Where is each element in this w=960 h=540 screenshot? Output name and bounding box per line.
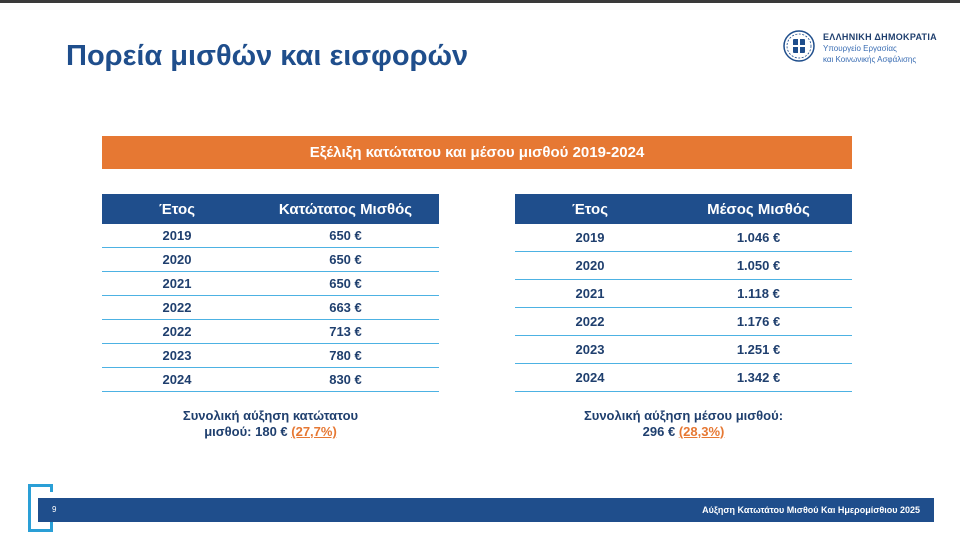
table-header-row: Έτος Μέσος Μισθός — [515, 194, 852, 224]
wage-cell: 663 € — [252, 295, 439, 320]
page-number: 9 — [52, 505, 57, 514]
year-cell: 2022 — [102, 295, 252, 320]
table-row: 2024 1.342 € — [515, 363, 852, 392]
table-row: 2023 780 € — [102, 343, 439, 368]
summary-line-2: 296 € (28,3%) — [515, 424, 852, 440]
wage-cell: 650 € — [252, 247, 439, 272]
year-cell: 2021 — [102, 271, 252, 296]
minimum-wage-table: Έτος Κατώτατος Μισθός 2019 650 € 2020 650 … — [102, 194, 439, 392]
logo-line-3: και Κοινωνικής Ασφάλισης — [823, 55, 917, 64]
summary-line-1: Συνολική αύξηση μέσου μισθού: — [583, 408, 784, 423]
footer-bar: 9 Αύξηση Κατωτάτου Μισθού Και Ημερομίσθι… — [38, 498, 934, 522]
table-row: 2019 1.046 € — [515, 224, 852, 252]
table-row: 2022 1.176 € — [515, 307, 852, 336]
wage-cell: 1.118 € — [665, 279, 852, 308]
year-cell: 2019 — [515, 224, 665, 252]
year-cell: 2022 — [102, 319, 252, 344]
table-header-row: Έτος Κατώτατος Μισθός — [102, 194, 439, 224]
table-row: 2021 650 € — [102, 271, 439, 296]
logo-line-1: ΕΛΛΗΝΙΚΗ ΔΗΜΟΚΡΑΤΙΑ — [823, 32, 937, 42]
table-row: 2022 663 € — [102, 295, 439, 320]
year-cell: 2024 — [515, 363, 665, 392]
year-cell: 2024 — [102, 367, 252, 392]
table-row: 2021 1.118 € — [515, 279, 852, 308]
wage-cell: 650 € — [252, 224, 439, 248]
minimum-wage-summary: Συνολική αύξηση κατώτατου μισθού: 180 € … — [102, 408, 439, 440]
section-banner: Εξέλιξη κατώτατου και μέσου μισθού 2019-… — [102, 136, 852, 169]
wage-cell: 650 € — [252, 271, 439, 296]
slide-title: Πορεία μισθών και εισφορών — [66, 40, 469, 72]
year-cell: 2023 — [515, 335, 665, 364]
year-cell: 2020 — [515, 251, 665, 280]
summary-percentage: (28,3%) — [678, 424, 725, 439]
summary-line-1: Συνολική αύξηση κατώτατου — [182, 408, 359, 423]
year-cell: 2019 — [102, 224, 252, 248]
summary-amount: 296 € — [642, 424, 679, 439]
year-cell: 2023 — [102, 343, 252, 368]
decorative-bracket — [28, 484, 53, 532]
summary-percentage: (27,7%) — [291, 424, 337, 439]
table-row: 2023 1.251 € — [515, 335, 852, 364]
header-minimum-wage: Κατώτατος Μισθός — [252, 194, 439, 224]
header-year: Έτος — [515, 194, 665, 224]
top-border-line — [0, 0, 960, 3]
decorative-bracket-tip — [50, 521, 53, 529]
header-year: Έτος — [102, 194, 252, 224]
average-wage-table: Έτος Μέσος Μισθός 2019 1.046 € 2020 1.050 … — [515, 194, 852, 392]
table-row: 2020 1.050 € — [515, 251, 852, 280]
table-row: 2022 713 € — [102, 319, 439, 344]
wage-cell: 780 € — [252, 343, 439, 368]
footer-title: Αύξηση Κατωτάτου Μισθού Και Ημερομίσθιου… — [702, 505, 920, 515]
year-cell: 2022 — [515, 307, 665, 336]
summary-line-2: μισθού: 180 € (27,7%) — [102, 424, 439, 440]
wage-cell: 713 € — [252, 319, 439, 344]
summary-amount: μισθού: 180 € — [204, 424, 292, 439]
wage-cell: 1.176 € — [665, 307, 852, 336]
wage-cell: 1.050 € — [665, 251, 852, 280]
year-cell: 2020 — [102, 247, 252, 272]
wage-cell: 1.342 € — [665, 363, 852, 392]
wage-cell: 1.251 € — [665, 335, 852, 364]
table-row: 2019 650 € — [102, 224, 439, 248]
decorative-bracket-tip — [50, 484, 53, 492]
table-row: 2024 830 € — [102, 367, 439, 392]
average-wage-summary: Συνολική αύξηση μέσου μισθού: 296 € (28,… — [515, 408, 852, 440]
logo-text: ΕΛΛΗΝΙΚΗ ΔΗΜΟΚΡΑΤΙΑ Υπουργείο Εργασίας κ… — [823, 32, 937, 65]
header-average-wage: Μέσος Μισθός — [665, 194, 852, 224]
logo-line-2: Υπουργείο Εργασίας — [823, 44, 897, 53]
ministry-logo: ΕΛΛΗΝΙΚΗ ΔΗΜΟΚΡΑΤΙΑ Υπουργείο Εργασίας κ… — [783, 30, 943, 74]
wage-cell: 1.046 € — [665, 224, 852, 252]
table-row: 2020 650 € — [102, 247, 439, 272]
greek-emblem-icon — [783, 30, 815, 62]
year-cell: 2021 — [515, 279, 665, 308]
wage-cell: 830 € — [252, 367, 439, 392]
